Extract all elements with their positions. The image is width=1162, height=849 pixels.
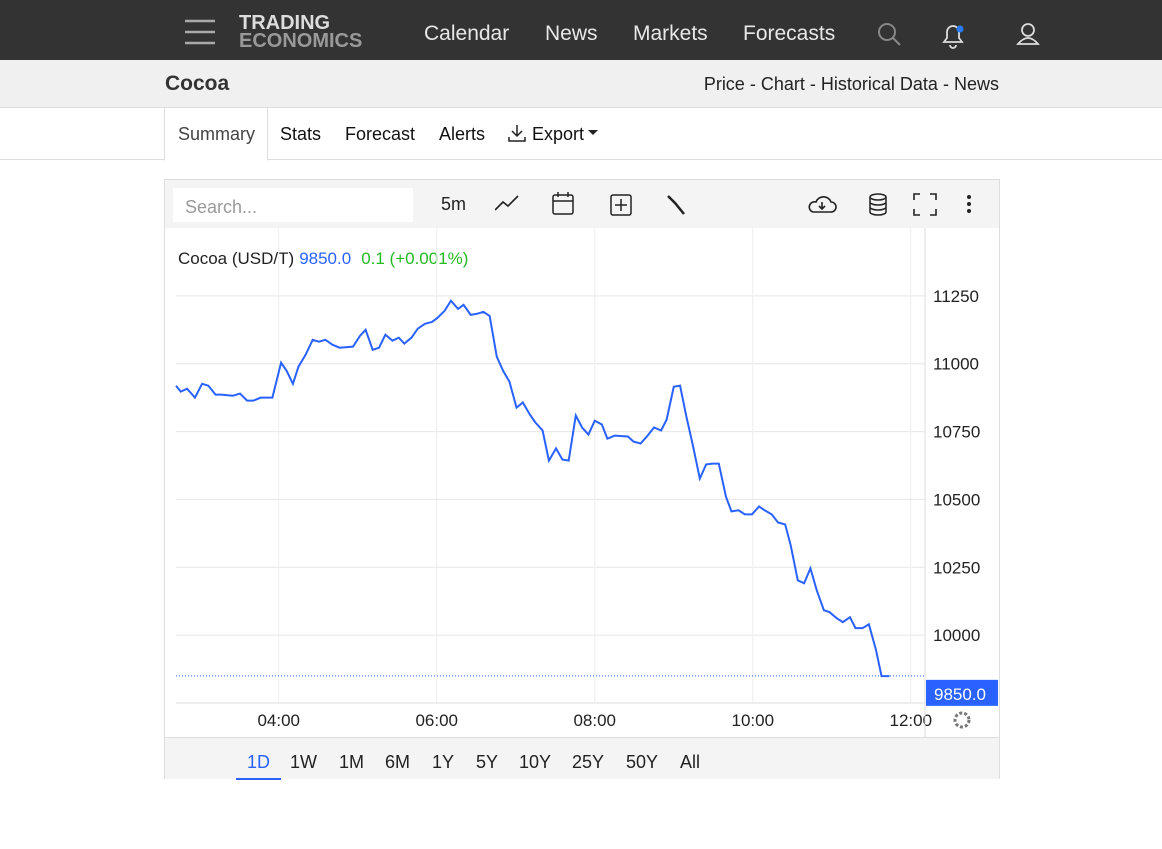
- price-line: [175, 299, 890, 678]
- x-tick-label: 06:00: [415, 711, 458, 730]
- chart: Cocoa (USD/T) 9850.0 0.1 (+0.001%) 10000…: [175, 228, 998, 737]
- x-tick-label: 08:00: [573, 711, 616, 730]
- logo-bottom: ECONOMICS: [239, 30, 363, 52]
- top-nav: TRADING ECONOMICS Calendar News Markets …: [0, 0, 1162, 60]
- logo[interactable]: TRADING ECONOMICS: [239, 12, 363, 52]
- wrench-icon[interactable]: [667, 195, 685, 215]
- x-tick-label: 10:00: [731, 711, 774, 730]
- nav-link[interactable]: Markets: [633, 22, 708, 45]
- range-bar: 1D 1W 1M 6M 1Y 5Y 10Y 25Y 50Y All: [165, 737, 999, 780]
- range-button[interactable]: 1M: [339, 752, 365, 772]
- y-tick-label: 11250: [933, 287, 979, 306]
- cloud-icon[interactable]: [808, 196, 837, 213]
- range-button[interactable]: 25Y: [572, 752, 605, 772]
- header-link[interactable]: Price: [703, 74, 745, 94]
- tabs: Summary Stats Forecast Alerts Export: [0, 107, 1162, 161]
- header-link[interactable]: Chart: [760, 74, 805, 94]
- range-button[interactable]: 6M: [385, 752, 411, 772]
- header-link[interactable]: News: [953, 74, 999, 94]
- y-tick-label: 10750: [933, 423, 980, 442]
- page-title: Cocoa: [165, 72, 230, 95]
- bell-icon[interactable]: [940, 22, 966, 50]
- add-icon[interactable]: [610, 194, 632, 216]
- x-tick-label: 12:00: [890, 711, 933, 730]
- toolbar-icons: [495, 192, 971, 216]
- nav-link[interactable]: News: [545, 22, 598, 45]
- range-button[interactable]: 50Y: [626, 752, 659, 772]
- nav-link[interactable]: Forecasts: [743, 22, 836, 45]
- settings-icon[interactable]: [953, 711, 971, 729]
- y-tick-label: 10500: [933, 490, 980, 509]
- header-link[interactable]: Historical Data: [820, 74, 938, 94]
- range-button[interactable]: 10Y: [519, 752, 552, 772]
- tab[interactable]: Forecast: [345, 124, 416, 144]
- last-price: 9850.0: [299, 249, 351, 268]
- logo-top: TRADING: [239, 12, 331, 34]
- separator: -: [942, 74, 949, 94]
- fullscreen-icon[interactable]: [913, 193, 937, 216]
- last-price-label: 9850.0: [934, 685, 986, 704]
- chart-toolbar: Search... 5m: [165, 180, 999, 228]
- search-box[interactable]: Search...: [173, 188, 413, 222]
- header-links: Price - Chart - Historical Data - News: [704, 74, 999, 95]
- last-price-box: [926, 679, 998, 706]
- tab[interactable]: Export: [532, 124, 585, 144]
- active-tab[interactable]: [164, 107, 268, 161]
- y-tick-label: 10250: [933, 558, 980, 577]
- y-tick-label: 11000: [933, 355, 979, 374]
- nav-link[interactable]: Calendar: [424, 22, 510, 45]
- tab[interactable]: Summary: [178, 124, 256, 144]
- tab[interactable]: Stats: [280, 124, 322, 144]
- range-button[interactable]: 5Y: [476, 752, 499, 772]
- range-button[interactable]: 1D: [236, 752, 282, 780]
- chart-title: Cocoa (USD/T): [178, 249, 294, 268]
- separator: -: [749, 74, 756, 94]
- sub-header: Cocoa Price - Chart - Historical Data - …: [0, 60, 1162, 108]
- separator: -: [809, 74, 816, 94]
- calendar-icon[interactable]: [552, 192, 574, 215]
- interval[interactable]: 5m: [441, 194, 467, 214]
- x-tick-label: 04:00: [257, 711, 300, 730]
- user-icon[interactable]: [1016, 22, 1042, 48]
- range-button[interactable]: 1Y: [432, 752, 455, 772]
- search-placeholder: Search...: [185, 197, 258, 217]
- chart-box: Search... 5m Cocoa (USD/T) 9850.0 0.1 (+…: [164, 179, 1000, 780]
- range-button[interactable]: 1W: [290, 752, 317, 772]
- download-icon: [508, 125, 526, 142]
- range-button[interactable]: All: [680, 752, 701, 772]
- price-change: 0.1 (+0.001%): [361, 249, 468, 268]
- y-tick-label: 10000: [933, 626, 980, 645]
- tab[interactable]: Alerts: [439, 124, 486, 144]
- database-icon[interactable]: [869, 193, 887, 216]
- search-icon[interactable]: [877, 22, 903, 48]
- line-icon[interactable]: [495, 195, 519, 211]
- caret: [588, 130, 598, 135]
- menu-icon[interactable]: [185, 19, 215, 45]
- more-icon[interactable]: [967, 195, 971, 213]
